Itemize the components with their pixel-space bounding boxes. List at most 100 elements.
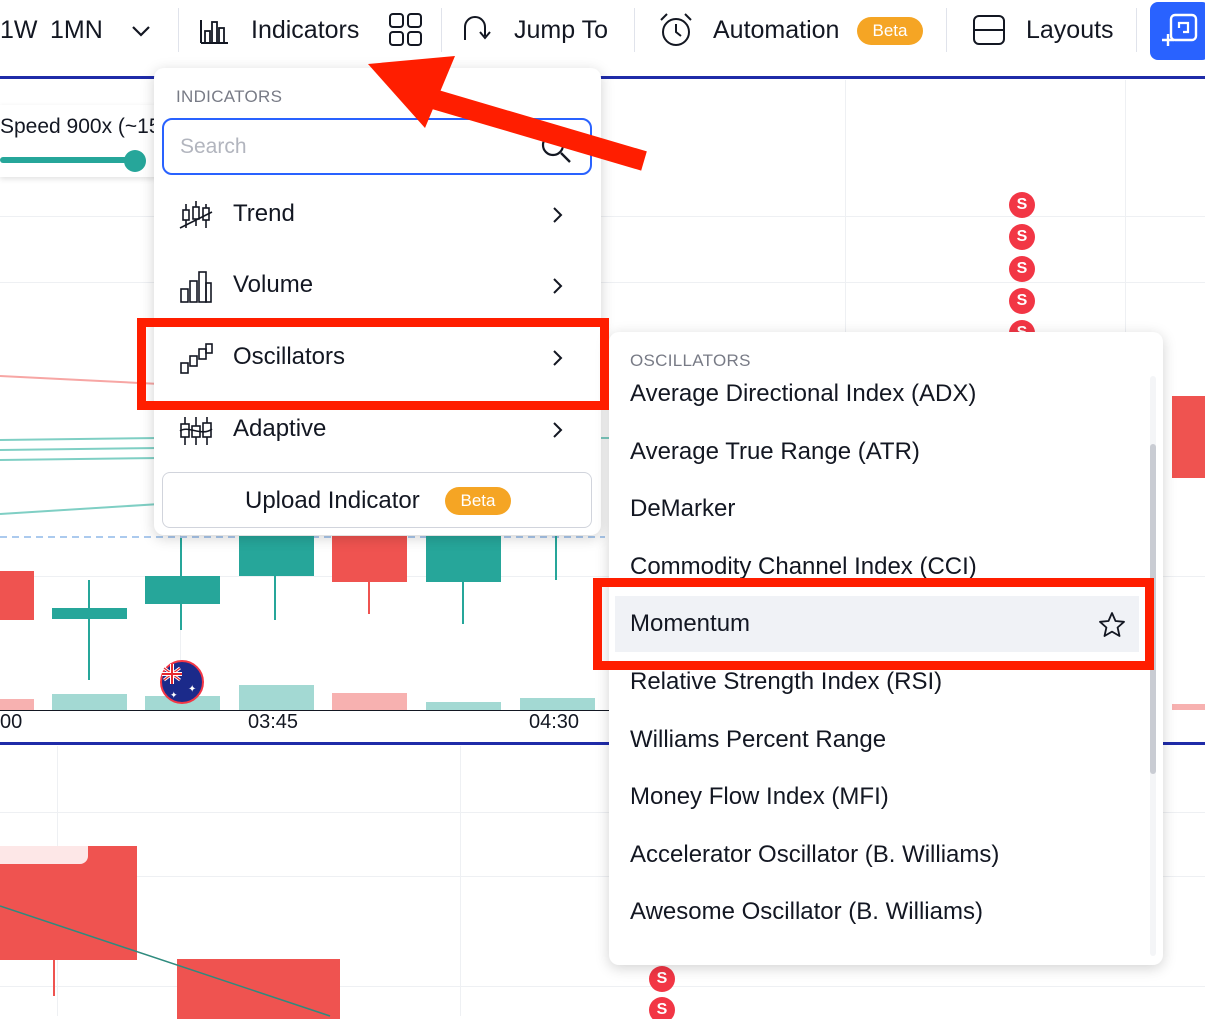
australia-flag-icon[interactable]: ✦ ✦ xyxy=(160,660,204,704)
indicators-icon[interactable] xyxy=(196,12,232,48)
pane-separator xyxy=(0,742,610,745)
oscillator-item-label: Awesome Oscillator (B. Williams) xyxy=(630,898,983,925)
time-axis-label: 04:30 xyxy=(529,711,580,733)
oscillator-item-label: Money Flow Index (MFI) xyxy=(630,783,889,810)
beta-badge: Beta xyxy=(445,487,511,515)
replay-speed-slider-track[interactable] xyxy=(0,157,138,163)
candle xyxy=(0,571,34,620)
timeframe-1w-button[interactable]: 1W xyxy=(0,16,38,44)
oscillator-item-williams-r[interactable]: Williams Percent Range xyxy=(609,712,1149,768)
indicator-search-input[interactable] xyxy=(180,132,520,162)
upload-indicator-label: Upload Indicator xyxy=(245,487,420,514)
replay-speed-label: Speed 900x (~15 xyxy=(0,115,161,138)
candle xyxy=(52,608,127,619)
volume-bar xyxy=(1172,704,1205,710)
candle xyxy=(145,576,220,604)
volume-bar xyxy=(239,685,314,710)
chevron-down-icon[interactable] xyxy=(126,14,156,48)
volume-bar xyxy=(520,698,595,710)
sell-signal-marker[interactable]: S xyxy=(1009,224,1035,250)
volume-bar xyxy=(52,694,127,710)
chevron-right-icon xyxy=(553,422,563,438)
chevron-right-icon xyxy=(553,350,563,366)
grid-line xyxy=(0,282,1205,283)
sell-signal-marker[interactable]: S xyxy=(1009,256,1035,282)
time-axis-line xyxy=(0,710,610,711)
volume-bar xyxy=(332,693,407,710)
toolbar-divider xyxy=(441,8,442,52)
menu-item-volume[interactable]: Volume xyxy=(162,255,592,317)
candle xyxy=(177,959,340,1019)
oscillator-item-adx[interactable]: Average Directional Index (ADX) xyxy=(609,366,1149,422)
oscillator-item-demarker[interactable]: DeMarker xyxy=(609,481,1149,537)
search-icon[interactable] xyxy=(540,132,572,164)
oscillator-item-rsi[interactable]: Relative Strength Index (RSI) xyxy=(609,654,1149,710)
indicator-search-box[interactable] xyxy=(162,118,592,175)
chevron-right-icon xyxy=(553,207,563,223)
moving-average-lines xyxy=(0,905,331,1017)
oscillator-item-awesome[interactable]: Awesome Oscillator (B. Williams) xyxy=(609,884,1149,940)
layouts-button[interactable]: Layouts xyxy=(1026,16,1114,44)
oscillator-item-cci[interactable]: Commodity Channel Index (CCI) xyxy=(609,539,1149,595)
replay-speed-slider-handle[interactable] xyxy=(124,150,146,172)
menu-item-oscillators[interactable]: Oscillators xyxy=(162,327,592,389)
add-window-icon xyxy=(1162,13,1198,46)
oscillator-item-momentum[interactable]: Momentum xyxy=(615,596,1139,652)
timeframe-1mn-button[interactable]: 1MN xyxy=(50,16,103,44)
layouts-icon[interactable] xyxy=(971,12,1007,48)
adaptive-candles-icon xyxy=(179,417,213,445)
time-axis-label: 00 xyxy=(0,711,23,733)
menu-item-trend[interactable]: Trend xyxy=(162,184,592,246)
chart-top-border xyxy=(0,76,1205,79)
alarm-clock-icon[interactable] xyxy=(656,10,696,50)
oscillators-menu-header: OSCILLATORS xyxy=(630,351,751,370)
indicators-button[interactable]: Indicators xyxy=(251,16,360,44)
jump-to-icon[interactable] xyxy=(459,12,495,48)
volume-bar xyxy=(0,699,34,710)
sell-signal-marker[interactable]: S xyxy=(1009,288,1035,314)
tooltip-stub xyxy=(0,846,88,864)
candle xyxy=(426,536,501,582)
toolbar-divider xyxy=(1136,8,1137,52)
sell-signal-marker[interactable]: S xyxy=(649,966,675,992)
candle-wick xyxy=(555,536,557,580)
oscillator-item-label: Commodity Channel Index (CCI) xyxy=(630,553,977,580)
menu-item-label: Oscillators xyxy=(233,343,346,370)
grid-layout-icon[interactable] xyxy=(387,11,425,49)
highlight-box-momentum xyxy=(593,578,1154,670)
candle-wick xyxy=(53,960,55,996)
jump-to-button[interactable]: Jump To xyxy=(514,16,609,44)
volume-bars-icon xyxy=(180,271,212,303)
add-layout-button[interactable] xyxy=(1150,2,1205,60)
highlight-box-oscillators xyxy=(137,318,609,410)
menu-item-label: Volume xyxy=(233,271,314,298)
indicators-menu-header: INDICATORS xyxy=(176,87,283,106)
oscillator-item-accelerator[interactable]: Accelerator Oscillator (B. Williams) xyxy=(609,827,1149,883)
upload-indicator-button[interactable]: Upload Indicator Beta xyxy=(162,472,592,528)
oscillator-steps-icon xyxy=(180,343,213,374)
candle-wick xyxy=(274,538,276,620)
chevron-right-icon xyxy=(553,278,563,294)
trend-candles-icon xyxy=(179,201,213,229)
grid-line xyxy=(0,986,1205,987)
favorite-star-icon[interactable] xyxy=(1097,610,1127,640)
toolbar-divider xyxy=(178,8,179,52)
candle xyxy=(1172,396,1205,478)
oscillator-item-atr[interactable]: Average True Range (ATR) xyxy=(609,424,1149,480)
menu-item-label: Adaptive xyxy=(233,415,327,442)
oscillator-item-mfi[interactable]: Money Flow Index (MFI) xyxy=(609,769,1149,825)
oscillator-item-label: Accelerator Oscillator (B. Williams) xyxy=(630,841,1000,868)
oscillator-item-label: Relative Strength Index (RSI) xyxy=(630,668,943,695)
oscillator-item-label: DeMarker xyxy=(630,495,736,522)
automation-button[interactable]: Automation xyxy=(713,16,840,44)
oscillator-item-label: Williams Percent Range xyxy=(630,726,887,753)
candle xyxy=(332,536,407,582)
grid-line xyxy=(0,876,1205,877)
oscillator-item-label: Average Directional Index (ADX) xyxy=(630,380,977,407)
sell-signal-marker[interactable]: S xyxy=(649,997,675,1019)
oscillator-item-label: Average True Range (ATR) xyxy=(630,438,920,465)
menu-item-adaptive[interactable]: Adaptive xyxy=(162,399,592,461)
sell-signal-marker[interactable]: S xyxy=(1009,192,1035,218)
grid-line xyxy=(0,812,1205,813)
price-chart[interactable]: ✦ ✦ 00 03:45 04:30 S S S S S S S xyxy=(0,66,1205,1019)
